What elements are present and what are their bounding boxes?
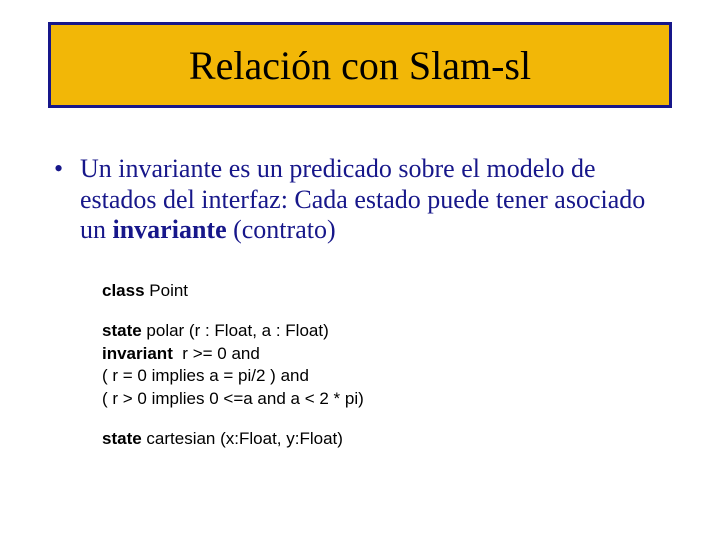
slide-title: Relación con Slam-sl (189, 42, 531, 89)
body-area: • Un invariante es un predicado sobre el… (54, 154, 668, 451)
code-line: state polar (r : Float, a : Float) (102, 320, 668, 342)
code-block: class Point state polar (r : Float, a : F… (102, 280, 668, 451)
code-line: state cartesian (x:Float, y:Float) (102, 428, 668, 450)
code-line: ( r = 0 implies a = pi/2 ) and (102, 365, 668, 387)
slide: Relación con Slam-sl • Un invariante es … (0, 0, 720, 540)
bullet-text: Un invariante es un predicado sobre el m… (80, 154, 668, 246)
code-line: invariant r >= 0 and (102, 343, 668, 365)
code-line: ( r > 0 implies 0 <=a and a < 2 * pi) (102, 388, 668, 410)
code-line: class Point (102, 280, 668, 302)
title-banner: Relación con Slam-sl (48, 22, 672, 108)
bullet-mark: • (54, 154, 80, 185)
bullet-item: • Un invariante es un predicado sobre el… (54, 154, 668, 246)
